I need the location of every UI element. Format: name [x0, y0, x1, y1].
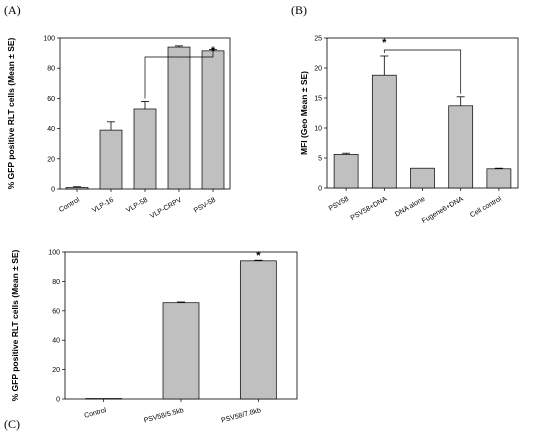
x-tick-label-b: DNA alone [394, 196, 427, 219]
y-tick-label-c: 20 [52, 367, 60, 374]
bar-b [371, 74, 397, 189]
panel-label-b: (B) [291, 3, 307, 17]
y-axis-title-c: % GFP positive RLT cells (Mean ± SE) [10, 249, 20, 401]
bar-b [486, 168, 512, 189]
bar-b [448, 105, 474, 189]
bar-c [239, 260, 277, 400]
significance-bracket-b [383, 49, 462, 94]
y-tick-label-b: 5 [318, 156, 322, 163]
bar-b [410, 167, 435, 189]
panel-label-c: (C) [4, 417, 20, 431]
significance-bracket-a [144, 46, 214, 99]
x-tick-label-b: Fugene6+DNA [421, 196, 465, 225]
y-tick-label-b: 0 [318, 186, 322, 193]
bar-a [99, 129, 123, 190]
x-tick-label-c: PSV58/5.5kb [143, 407, 184, 424]
bar-b [333, 154, 359, 189]
y-tick-label-b: 25 [314, 36, 322, 43]
panel-label-a: (A) [4, 3, 21, 17]
x-tick-label-a: VLP-58 [125, 197, 149, 215]
x-tick-label-c: PSV58/7.8kb [221, 407, 262, 424]
y-tick-label-a: 0 [51, 187, 55, 194]
y-tick-label-a: 80 [47, 66, 55, 73]
significance-star-c: * [256, 250, 261, 262]
y-tick-label-b: 10 [314, 126, 322, 133]
y-tick-label-a: 100 [43, 36, 55, 43]
y-tick-label-a: 40 [47, 126, 55, 133]
x-tick-label-a: PSV-58 [193, 197, 217, 215]
significance-star-b: * [382, 37, 387, 49]
y-tick-label-c: 80 [52, 279, 60, 286]
x-tick-label-a: VLP-16 [91, 197, 115, 215]
y-axis-title-b: MFI (Geo Mean ± SE) [299, 71, 309, 155]
x-tick-label-c: Control [84, 407, 108, 420]
y-tick-label-a: 60 [47, 96, 55, 103]
y-tick-label-c: 60 [52, 308, 60, 315]
significance-star-a: * [211, 45, 216, 57]
y-axis-title-a: % GFP positive RLT cells (Mean ± SE) [6, 37, 16, 189]
bar-a [201, 50, 225, 190]
bar-c [162, 302, 200, 400]
x-tick-label-a: VLP-CRPV [149, 197, 183, 221]
y-tick-label-c: 40 [52, 338, 60, 345]
bar-a [167, 46, 191, 190]
y-tick-label-c: 100 [48, 250, 60, 257]
y-tick-label-c: 0 [56, 397, 60, 404]
y-tick-label-b: 15 [314, 96, 322, 103]
x-tick-label-b: PSV58+DNA [350, 196, 389, 223]
y-tick-label-a: 20 [47, 156, 55, 163]
x-tick-label-b: Cell control [469, 195, 503, 219]
y-tick-label-b: 20 [314, 66, 322, 73]
x-tick-label-b: PSV58 [328, 196, 350, 213]
bar-a [65, 187, 89, 190]
bar-a [133, 108, 157, 190]
x-tick-label-a: Control [58, 196, 81, 214]
